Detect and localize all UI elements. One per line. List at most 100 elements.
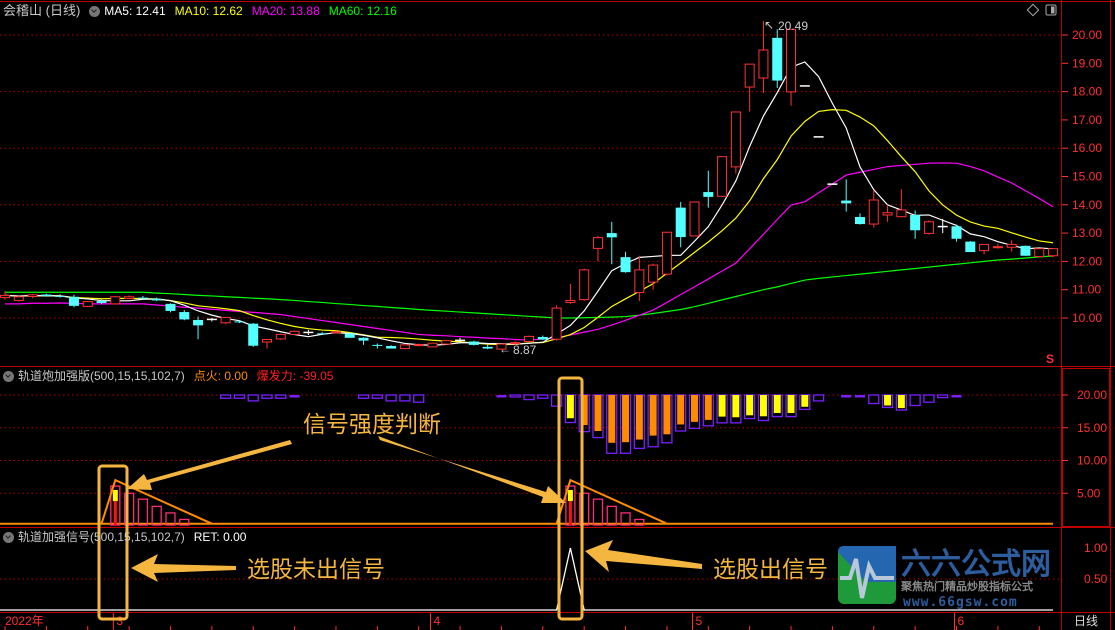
indicator-top-bar — [647, 394, 659, 448]
candle — [1020, 245, 1031, 256]
candle-body — [675, 207, 686, 238]
ret-value: RET: 0.00 — [193, 530, 247, 544]
candle — [730, 111, 741, 174]
candle — [262, 339, 273, 349]
candle-body — [689, 201, 700, 237]
candle — [386, 345, 397, 349]
month-label: 5 — [696, 614, 703, 628]
indicator-top-bar — [371, 394, 383, 399]
month-label: 4 — [433, 614, 440, 628]
indicator-top-bar — [909, 394, 921, 407]
candle — [592, 235, 603, 262]
indicator-bar-outline — [275, 394, 287, 399]
candle-body — [317, 333, 328, 335]
candle — [1034, 248, 1045, 258]
indicator-header: 轨道炮加强版(500,15,15,102,7) 点火: 0.00 爆发力: -3… — [3, 369, 333, 383]
panel-toggle-icon[interactable] — [1045, 4, 1057, 16]
candle — [965, 241, 976, 253]
strength-bar — [606, 505, 617, 526]
indicator-bar-outline — [289, 395, 300, 398]
candle — [979, 243, 990, 255]
candle-body — [965, 241, 976, 253]
indicator-bar-fill — [801, 395, 809, 407]
indicator-top-bar — [868, 394, 880, 405]
candle-body — [868, 199, 879, 225]
indicator-bar-outline — [523, 394, 535, 401]
candle-body — [137, 297, 148, 299]
candle-body — [620, 257, 631, 273]
indicator-top-bar — [675, 394, 687, 432]
candle — [303, 329, 314, 335]
candle-body — [344, 333, 355, 338]
price-tick-label: 20.00 — [1072, 28, 1102, 42]
candle — [179, 310, 190, 321]
candle-body — [27, 294, 38, 297]
strength-bar — [620, 512, 631, 526]
candle-body — [413, 344, 424, 347]
indicator-bar-outline — [385, 394, 397, 402]
diamond-icon[interactable] — [1026, 3, 1040, 17]
candle — [413, 343, 424, 347]
chevron-down-icon[interactable] — [3, 531, 14, 543]
indicator-bar-fill — [718, 395, 726, 417]
candle-body — [151, 298, 162, 301]
indicator-top-bar — [523, 394, 535, 401]
indicator-top-bar — [757, 394, 770, 422]
indicator-top-bar — [496, 395, 507, 398]
site-logo: 六六公式网 聚焦热门精品炒股指标公式 www.66gsw.com — [838, 546, 1051, 610]
price-tick-label: 13.00 — [1072, 226, 1102, 240]
indicator-top-bar — [275, 394, 287, 399]
candle — [882, 204, 893, 222]
chevron-down-icon[interactable] — [89, 5, 101, 17]
gridlines — [0, 34, 1060, 580]
no-signal-highlight-box — [97, 464, 129, 621]
s-marker: S — [1046, 352, 1054, 366]
candle-body — [537, 336, 548, 340]
candle — [910, 210, 921, 239]
candle — [82, 301, 93, 308]
indicator-bar-outline — [854, 395, 865, 398]
candle-body — [744, 63, 755, 88]
indicator-top-bar — [951, 395, 962, 398]
candle — [786, 28, 797, 106]
candle — [137, 295, 148, 300]
candle — [689, 201, 700, 237]
candle-body — [110, 296, 121, 305]
indicator-top-bar — [550, 394, 563, 407]
ma10-value: MA10: 12.62 — [174, 4, 243, 18]
strength-decay-line — [100, 478, 213, 525]
indicator-top-bar — [619, 394, 632, 454]
candle — [41, 293, 52, 297]
indicator-top-bar — [509, 394, 521, 398]
candle-body — [854, 216, 865, 225]
period-label[interactable]: 日线 — [1074, 614, 1099, 628]
indicator-tick-label: 5.00 — [1077, 486, 1101, 500]
no-signal-annotation: 选股未出信号 — [247, 557, 385, 583]
indicator-top-bar — [385, 394, 397, 402]
candle-body — [275, 333, 286, 340]
ma20-value: MA20: 13.88 — [251, 4, 320, 18]
candle-body — [661, 231, 672, 275]
indicator-bar-fill — [677, 395, 685, 425]
indicator-top-bar — [413, 394, 425, 403]
indicator-bar-outline — [550, 394, 563, 407]
candle — [344, 332, 355, 338]
stock-title: 会稽山 (日线) — [3, 3, 81, 18]
candle — [620, 251, 631, 273]
indicator-bar-outline — [399, 394, 411, 402]
candle — [717, 156, 728, 197]
chevron-down-icon[interactable] — [3, 370, 14, 382]
candle — [68, 294, 79, 308]
indicator-top-bar — [730, 394, 742, 424]
indicator-top-bar — [219, 394, 232, 399]
candle-body — [510, 342, 521, 345]
candle — [193, 316, 204, 340]
candle-body — [482, 346, 493, 349]
candle-body — [234, 321, 245, 323]
candle — [234, 319, 245, 324]
candle-body — [193, 319, 204, 326]
candle — [455, 337, 466, 343]
indicator-top-bar — [881, 394, 894, 409]
indicator-top-bar — [744, 394, 756, 420]
